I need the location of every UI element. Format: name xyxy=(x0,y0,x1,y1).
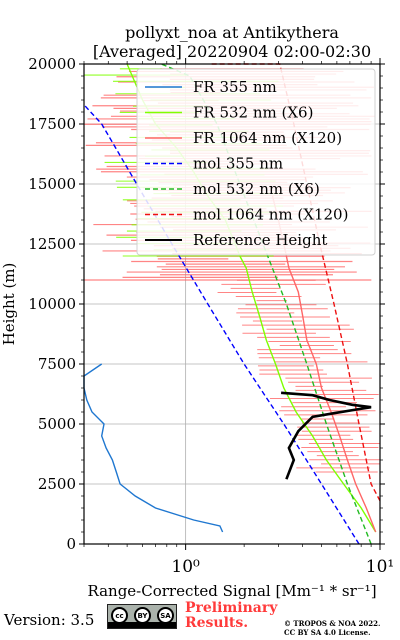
legend-label-4: mol 532 nm (X6) xyxy=(193,180,320,198)
copyright-line-2: CC BY SA 4.0 License. xyxy=(284,628,371,637)
preliminary-line-2: Results. xyxy=(185,615,249,631)
series-line-0 xyxy=(83,363,224,533)
y-tick-label: 10000 xyxy=(28,295,76,313)
y-tick-label: 20000 xyxy=(28,55,76,73)
chart-title: pollyxt_noa at Antikythera xyxy=(125,23,339,42)
legend-label-2: FR 1064 nm (X120) xyxy=(193,129,342,147)
legend: FR 355 nm FR 532 nm (X6) FR 1064 nm (X120)… xyxy=(136,68,376,256)
y-tick-label: 12500 xyxy=(28,235,76,253)
y-axis-label: Height (m) xyxy=(0,263,18,346)
y-tick-label: 7500 xyxy=(38,355,76,373)
chart-subtitle: [Averaged] 20220904 02:00-02:30 xyxy=(93,42,371,61)
axes: 0 2500 5000 7500 10000 12500 15000 17500 20000 10… xyxy=(28,55,394,577)
license-badge-strip xyxy=(108,622,176,628)
preliminary-notice: Preliminary Results. xyxy=(185,601,277,631)
legend-box xyxy=(136,68,376,256)
y-tick-label: 2500 xyxy=(38,475,76,493)
y-tick-label: 15000 xyxy=(28,175,76,193)
x-tick-label: 10⁰ xyxy=(171,557,200,577)
license-badge[interactable]: cc BY SA xyxy=(107,604,177,629)
legend-label-0: FR 355 nm xyxy=(193,78,277,96)
copyright-notice: © TROPOS & NOA 2022. CC BY SA 4.0 Licens… xyxy=(284,619,380,637)
series-line-6 xyxy=(281,391,372,480)
x-axis-label: Range-Corrected Signal [Mm⁻¹ * sr⁻¹] xyxy=(87,582,376,600)
legend-label-1: FR 532 nm (X6) xyxy=(193,104,313,122)
y-tick-label: 0 xyxy=(66,535,76,553)
legend-label-6: Reference Height xyxy=(193,231,327,249)
copyright-line-1: © TROPOS & NOA 2022. xyxy=(284,619,381,628)
series-line-3 xyxy=(83,104,360,545)
x-tick-label: 10¹ xyxy=(366,557,394,577)
preliminary-line-1: Preliminary xyxy=(185,600,278,616)
signal-chart: pollyxt_noa at Antikythera [Averaged] 20… xyxy=(0,23,394,600)
y-tick-label: 5000 xyxy=(38,415,76,433)
legend-label-5: mol 1064 nm (X120) xyxy=(193,206,348,224)
y-tick-label: 17500 xyxy=(28,115,76,133)
legend-label-3: mol 355 nm xyxy=(193,155,283,173)
version-label: Version: 3.5 xyxy=(4,611,95,629)
